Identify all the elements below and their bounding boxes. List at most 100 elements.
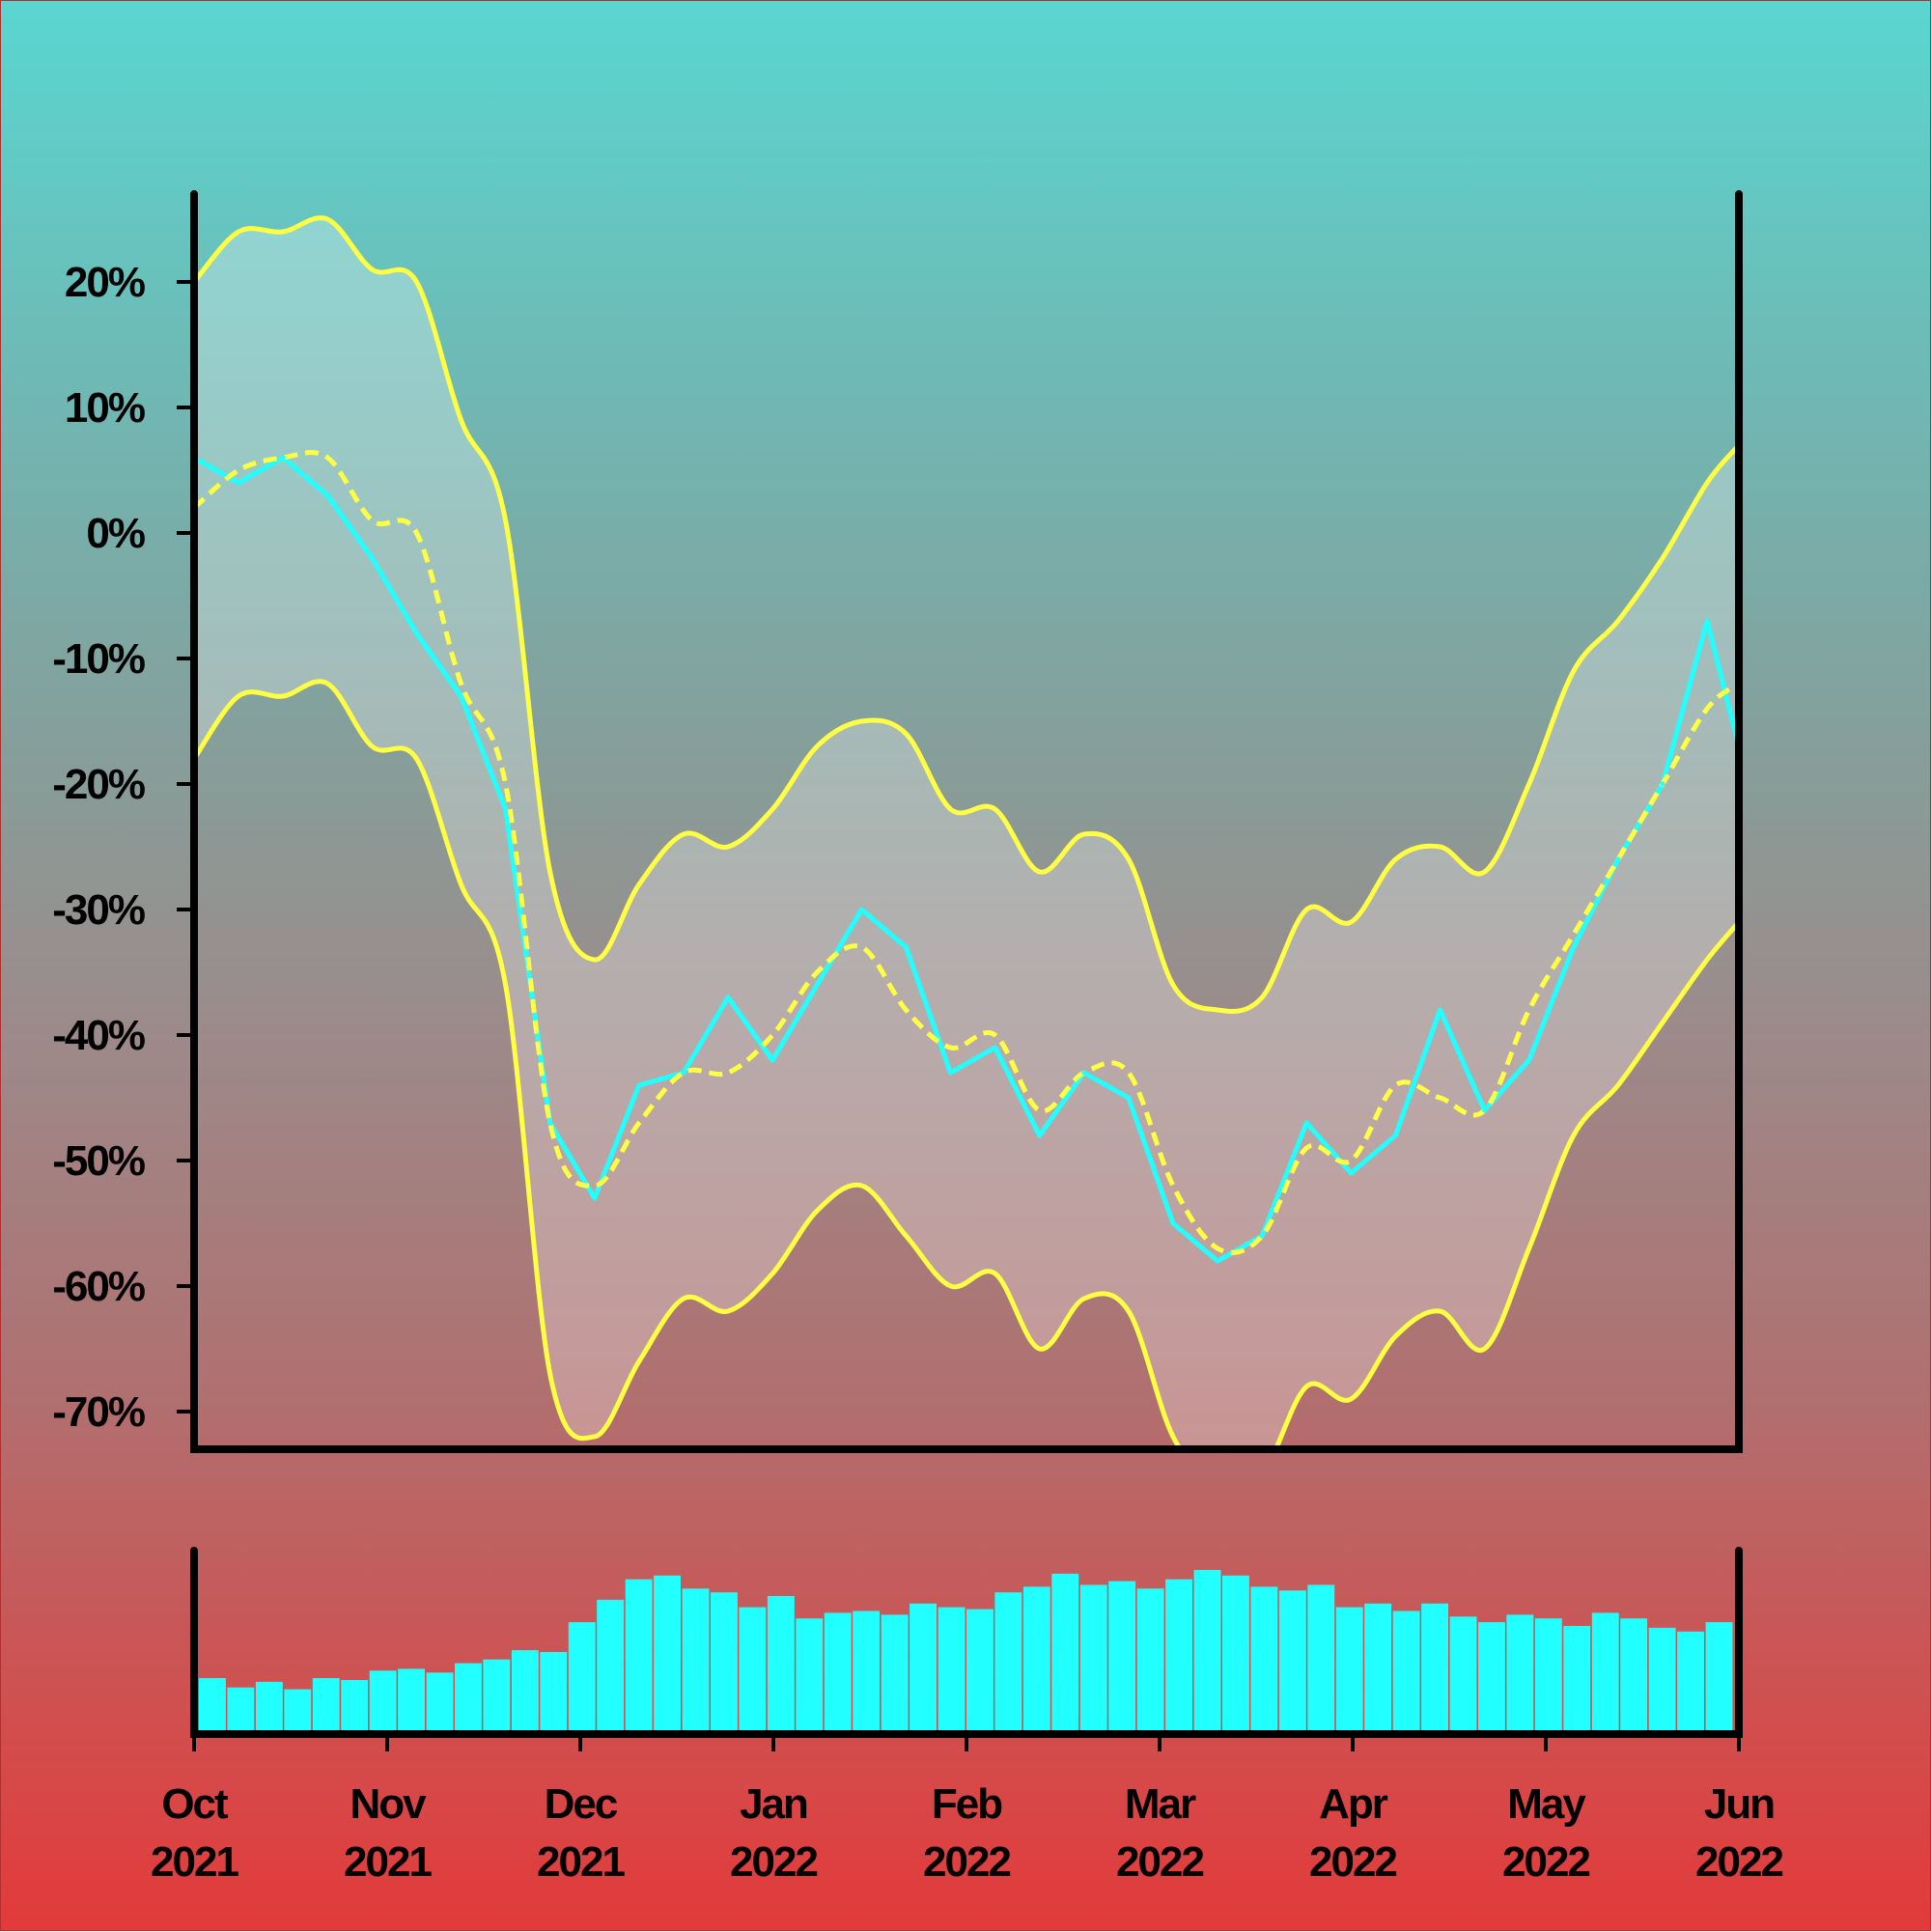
price-point (1081, 1070, 1087, 1076)
volume-bar (1307, 1584, 1335, 1734)
volume-bar (1278, 1590, 1306, 1735)
x-tick-label-year: 2021 (151, 1838, 238, 1886)
volume-bar (1677, 1631, 1704, 1735)
volume-bar (540, 1652, 568, 1734)
volume-bar (1022, 1586, 1050, 1734)
volume-bar (1449, 1616, 1477, 1734)
price-point (1526, 1057, 1532, 1063)
volume-bar (1136, 1588, 1164, 1734)
x-tick-label-month: Nov (350, 1780, 427, 1828)
price-point (503, 806, 509, 812)
volume-bar (739, 1607, 767, 1734)
volume-bar (1534, 1618, 1562, 1734)
x-tick-label-year: 2022 (1116, 1838, 1203, 1886)
price-point (1482, 1107, 1488, 1113)
price-point (948, 1070, 954, 1076)
volume-bar (227, 1687, 255, 1734)
volume-bar (910, 1603, 937, 1734)
volume-bar (1193, 1570, 1221, 1734)
volume-bar (1250, 1586, 1278, 1734)
upper-band-line (194, 215, 1739, 1014)
x-tick-label-month: Apr (1319, 1780, 1388, 1828)
volume-bar (938, 1607, 966, 1734)
volume-bar (312, 1678, 340, 1734)
price-point (592, 1195, 598, 1201)
y-tick-label: -70% (52, 1388, 145, 1436)
x-tick-label-year: 2022 (730, 1838, 817, 1886)
volume-bar (1222, 1575, 1249, 1734)
volume-bar (1392, 1610, 1420, 1734)
volume-bar (199, 1678, 226, 1734)
y-tick-label: 0% (86, 510, 144, 557)
volume-bar (1421, 1603, 1448, 1734)
volume-bar (511, 1650, 539, 1734)
y-tick-label: 10% (65, 384, 145, 432)
y-tick-label: -40% (52, 1012, 145, 1059)
volume-bar (654, 1575, 681, 1734)
price-point (1392, 1133, 1398, 1138)
price-point (725, 994, 731, 1000)
volume-bar (1335, 1607, 1363, 1734)
volume-bar (284, 1689, 312, 1734)
middle-band-line (194, 450, 1739, 1255)
x-tick-label-year: 2021 (537, 1838, 625, 1886)
y-tick-label: -50% (52, 1137, 145, 1185)
price-point (1215, 1258, 1220, 1264)
price-point (1615, 856, 1621, 862)
volume-bar (1591, 1612, 1619, 1734)
price-point (280, 455, 286, 461)
price-point (993, 1045, 998, 1050)
price-point (681, 1070, 686, 1076)
price-point (547, 1120, 553, 1126)
y-tick-label: -60% (52, 1263, 145, 1310)
x-tick-label-month: Jan (740, 1780, 807, 1828)
volume-bar (1165, 1579, 1192, 1734)
volume-bar (682, 1588, 710, 1734)
price-point (1170, 1220, 1176, 1226)
x-tick-label-year: 2022 (1502, 1838, 1589, 1886)
x-tick-label-year: 2022 (1695, 1838, 1782, 1886)
price-point (236, 480, 241, 486)
volume-bar (1108, 1581, 1136, 1734)
x-tick-label-month: Oct (161, 1780, 229, 1828)
volume-bar (1364, 1603, 1392, 1734)
volume-bar (1079, 1584, 1107, 1734)
volume-bar (568, 1622, 596, 1734)
x-tick-label-year: 2021 (344, 1838, 432, 1886)
volume-bar (1478, 1622, 1505, 1734)
price-point (636, 1082, 642, 1088)
volume-bar (853, 1610, 881, 1734)
x-tick-label-month: Mar (1125, 1780, 1196, 1828)
price-point (413, 630, 419, 636)
main-axes-frame (190, 190, 1743, 1453)
y-tick-label: 20% (65, 259, 145, 306)
price-point (1571, 944, 1577, 950)
volume-bar (369, 1670, 397, 1734)
volume-bar (597, 1599, 625, 1734)
price-point (814, 982, 820, 988)
x-tick-label-month: Dec (545, 1780, 618, 1828)
lower-band-line (194, 679, 1739, 1449)
price-point (369, 555, 375, 561)
volume-bar (994, 1592, 1022, 1734)
x-tick-label-month: Feb (932, 1780, 1002, 1828)
band-fill (194, 217, 1739, 1449)
price-point (1126, 1095, 1132, 1101)
volume-bar (824, 1612, 852, 1734)
volume-bar (1051, 1573, 1079, 1734)
x-tick-label-year: 2022 (1309, 1838, 1396, 1886)
price-point (770, 1057, 775, 1063)
volume-bar (1648, 1627, 1676, 1734)
volume-bar (398, 1668, 425, 1734)
volume-bar (341, 1680, 369, 1734)
price-point (903, 944, 909, 950)
x-tick-label-year: 2022 (923, 1838, 1010, 1886)
y-tick-label: -10% (52, 635, 145, 683)
price-point (1303, 1120, 1309, 1126)
y-tick-label: -30% (52, 886, 145, 934)
price-point (858, 907, 864, 912)
volume-bar (255, 1681, 283, 1734)
volume-bar (1620, 1618, 1648, 1734)
